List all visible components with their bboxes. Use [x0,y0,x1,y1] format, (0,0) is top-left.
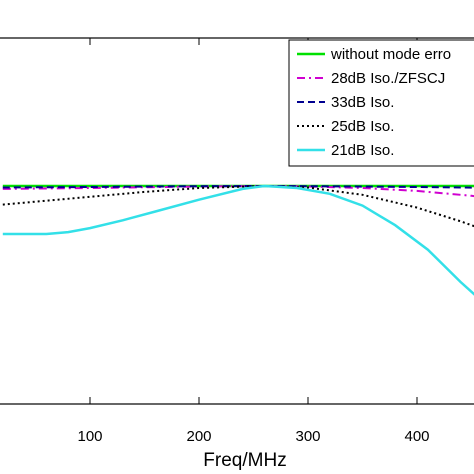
x-tick-label: 200 [186,428,211,445]
plot-frame [0,37,474,405]
legend-label-4: 25dB Iso. [331,118,394,135]
x-tick-label: 100 [77,428,102,445]
legend-label-5: 21dB Iso. [331,142,394,159]
x-tick-label: 300 [295,428,320,445]
x-tick-label: 400 [404,428,429,445]
series-line-5 [2,184,474,296]
legend-label-3: 33dB Iso. [331,94,394,111]
series-line-2 [2,184,474,198]
x-axis: 100 200 300 400 [77,38,430,445]
legend-label-2: 28dB Iso./ZFSCJ [331,70,445,87]
plot-area [2,184,474,296]
legend-label-1: without mode erro [330,46,451,63]
x-axis-title: Freq/MHz [203,450,286,471]
legend: without mode erro 28dB Iso./ZFSCJ 33dB Iso… [288,39,474,167]
